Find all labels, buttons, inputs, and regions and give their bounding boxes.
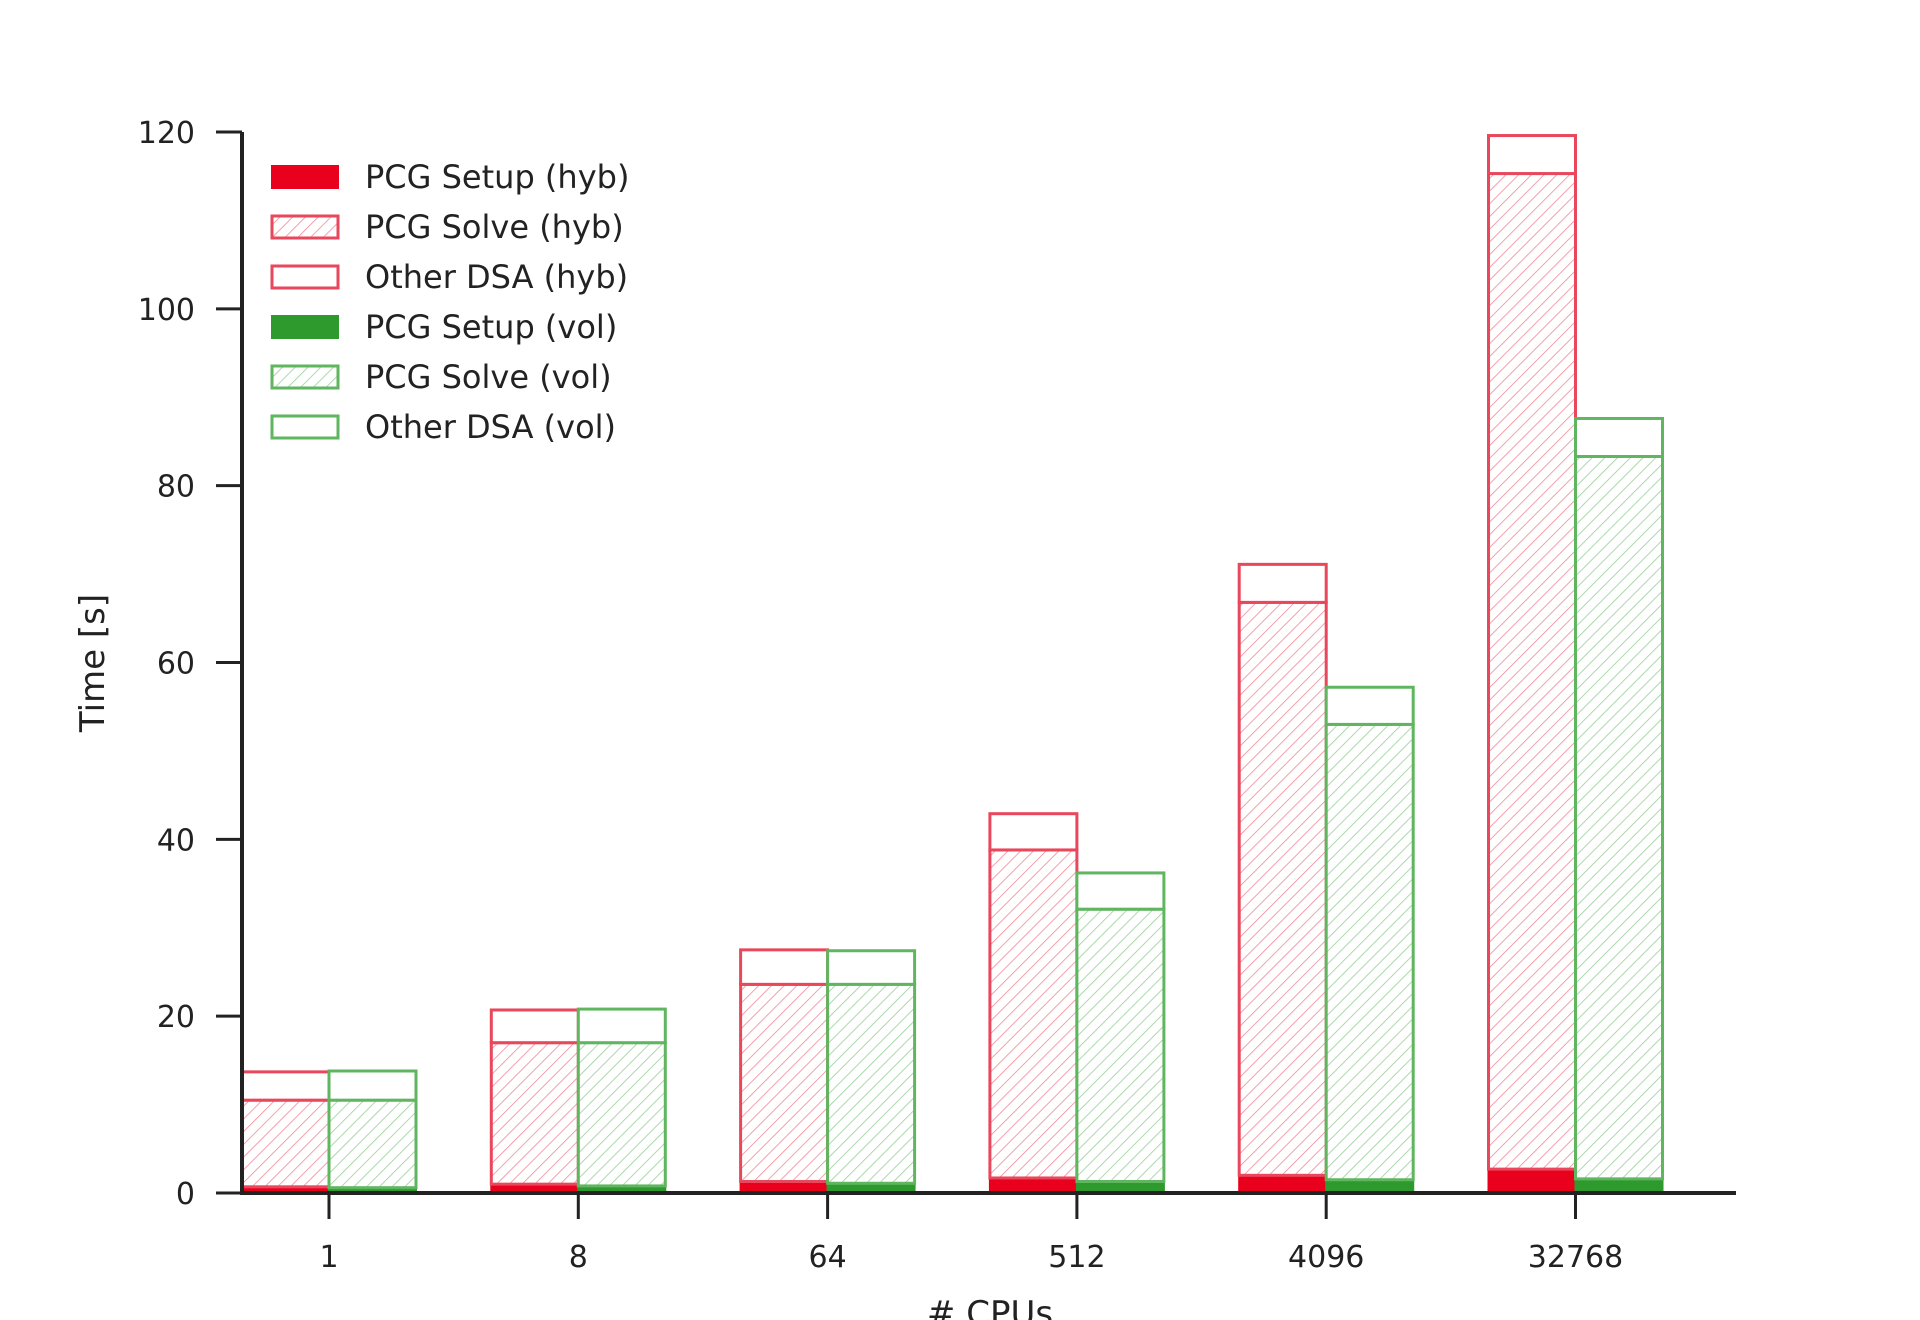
legend-swatch — [270, 364, 340, 390]
legend-item-other-dsa-vol: Other DSA (vol) — [270, 408, 616, 446]
bar-other-dsa-hyb-512 — [988, 812, 1079, 852]
legend-item-pcg-setup-hyb: PCG Setup (hyb) — [271, 158, 629, 196]
legend-label: PCG Solve (hyb) — [365, 208, 624, 246]
y-tick-label-60: 60 — [157, 647, 195, 682]
bar-pcg-solve-vol-512 — [1075, 907, 1166, 1184]
legend-item-pcg-solve-vol: PCG Solve (vol) — [270, 358, 612, 396]
legend-swatch — [270, 414, 340, 440]
bar-pcg-setup-vol-32768 — [1574, 1177, 1664, 1195]
bar-other-dsa-hyb-32768 — [1487, 134, 1577, 176]
legend-label: PCG Setup (hyb) — [365, 158, 629, 196]
legend-label: PCG Setup (vol) — [365, 308, 617, 346]
bar-pcg-solve-vol-32768 — [1574, 454, 1664, 1181]
bar-pcg-solve-hyb-4096 — [1237, 600, 1328, 1177]
bar-other-dsa-vol-32768 — [1574, 416, 1664, 458]
bar-other-dsa-vol-8 — [576, 1007, 667, 1045]
legend-swatch — [271, 165, 339, 189]
bar-pcg-setup-hyb-32768 — [1487, 1168, 1577, 1194]
legend-label: Other DSA (hyb) — [365, 258, 628, 296]
legend-swatch — [271, 315, 339, 339]
bar-other-dsa-vol-1 — [327, 1069, 418, 1102]
legend-label: Other DSA (vol) — [365, 408, 616, 446]
bar-pcg-solve-hyb-1 — [240, 1098, 331, 1189]
bar-pcg-solve-vol-8 — [576, 1041, 667, 1188]
y-tick-label-120: 120 — [138, 116, 195, 151]
x-axis-label: # CPUs — [927, 1294, 1053, 1320]
bar-other-dsa-vol-4096 — [1324, 685, 1415, 726]
bar-pcg-solve-vol-64 — [826, 982, 917, 1185]
bar-pcg-solve-vol-1 — [327, 1098, 418, 1190]
bar-pcg-solve-hyb-64 — [739, 982, 830, 1184]
bar-pcg-setup-hyb-512 — [988, 1176, 1078, 1194]
bar-pcg-setup-hyb-4096 — [1238, 1174, 1328, 1194]
y-tick-label-0: 0 — [176, 1177, 195, 1212]
y-tick-label-40: 40 — [157, 823, 195, 858]
legend: PCG Setup (hyb) PCG Solve (hyb) Other DSA … — [270, 158, 629, 446]
bar-other-dsa-hyb-8 — [489, 1008, 580, 1045]
bar-pcg-solve-vol-4096 — [1324, 722, 1415, 1182]
legend-item-pcg-setup-vol: PCG Setup (vol) — [271, 308, 617, 346]
x-tick-label-8: 8 — [569, 1240, 588, 1275]
bar-other-dsa-vol-512 — [1075, 871, 1166, 911]
x-tick-label-512: 512 — [1048, 1240, 1105, 1275]
x-tick-label-4096: 4096 — [1288, 1240, 1364, 1275]
legend-swatch — [270, 214, 340, 240]
bar-other-dsa-hyb-64 — [739, 948, 830, 986]
y-tick-label-100: 100 — [138, 293, 195, 328]
bar-pcg-solve-hyb-512 — [988, 848, 1079, 1180]
bars-layer — [240, 134, 1664, 1195]
axes-layer: 0 20 40 60 80 100 120 1 8 64 512 4096 32768 — [138, 116, 1736, 1275]
x-tick-label-64: 64 — [809, 1240, 847, 1275]
legend-item-other-dsa-hyb: Other DSA (hyb) — [270, 258, 628, 296]
bar-other-dsa-hyb-4096 — [1237, 562, 1328, 604]
bar-other-dsa-vol-64 — [826, 949, 917, 986]
bar-pcg-solve-hyb-32768 — [1487, 172, 1577, 1171]
bar-pcg-solve-hyb-8 — [489, 1041, 580, 1186]
legend-label: PCG Solve (vol) — [365, 358, 612, 396]
y-tick-label-20: 20 — [157, 1000, 195, 1035]
legend-swatch — [270, 264, 340, 290]
legend-item-pcg-solve-hyb: PCG Solve (hyb) — [270, 208, 624, 246]
x-tick-label-1: 1 — [319, 1240, 338, 1275]
x-tick-label-32768: 32768 — [1528, 1240, 1623, 1275]
y-axis-label: Time [s] — [73, 594, 113, 733]
bar-other-dsa-hyb-1 — [240, 1070, 331, 1102]
y-tick-label-80: 80 — [157, 470, 195, 505]
